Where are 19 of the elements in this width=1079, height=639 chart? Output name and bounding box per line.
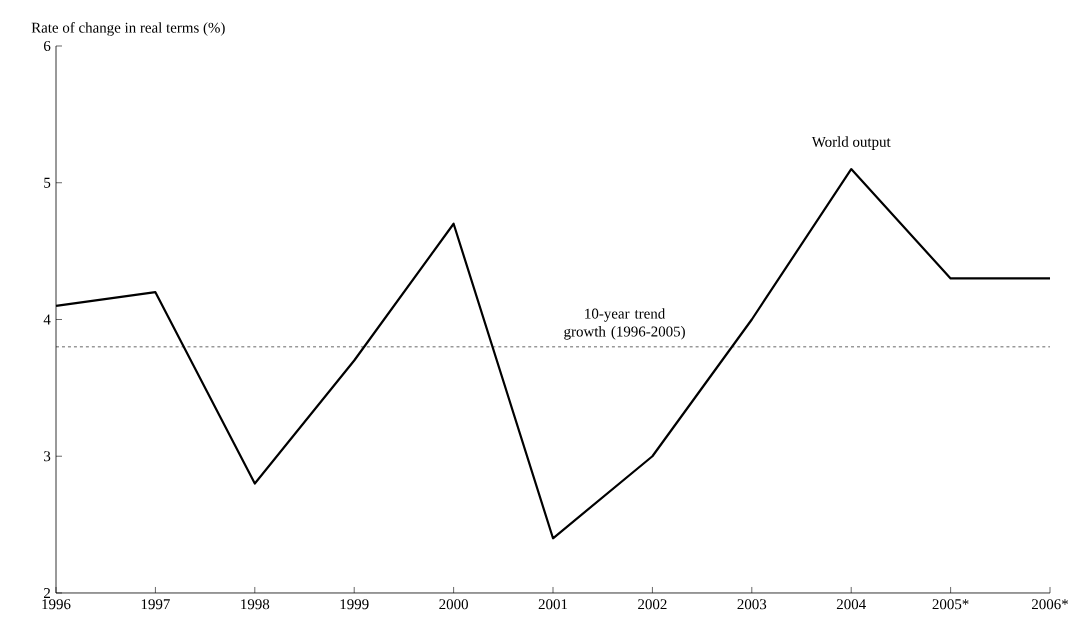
y-axis-title: Rate of change in real terms (%) bbox=[31, 22, 225, 36]
x-tick-label: 1997 bbox=[141, 599, 170, 610]
x-tick-label: 2006* bbox=[1031, 599, 1068, 610]
series-label: World output bbox=[811, 136, 891, 150]
x-tick-label: 2002 bbox=[638, 599, 667, 610]
y-tick-label: 5 bbox=[44, 177, 51, 188]
y-tick-label: 3 bbox=[44, 451, 51, 462]
ref-line-label: 10-year trend growth (1996-2005) bbox=[564, 308, 685, 340]
x-tick-label: 2000 bbox=[439, 599, 468, 610]
y-tick-label: 4 bbox=[43, 314, 51, 325]
x-tick-label: 2004 bbox=[836, 599, 866, 610]
x-tick-label: 2003 bbox=[737, 599, 767, 610]
y-tick-label: 2 bbox=[44, 588, 50, 598]
x-tick-label: 2005* bbox=[932, 599, 969, 610]
x-tick-label: 2001 bbox=[538, 599, 568, 610]
y-tick-label: 6 bbox=[44, 40, 51, 51]
x-tick-label: 1999 bbox=[340, 599, 369, 610]
x-tick-label: 1998 bbox=[241, 599, 270, 610]
x-tick-label: 1996 bbox=[42, 599, 71, 610]
